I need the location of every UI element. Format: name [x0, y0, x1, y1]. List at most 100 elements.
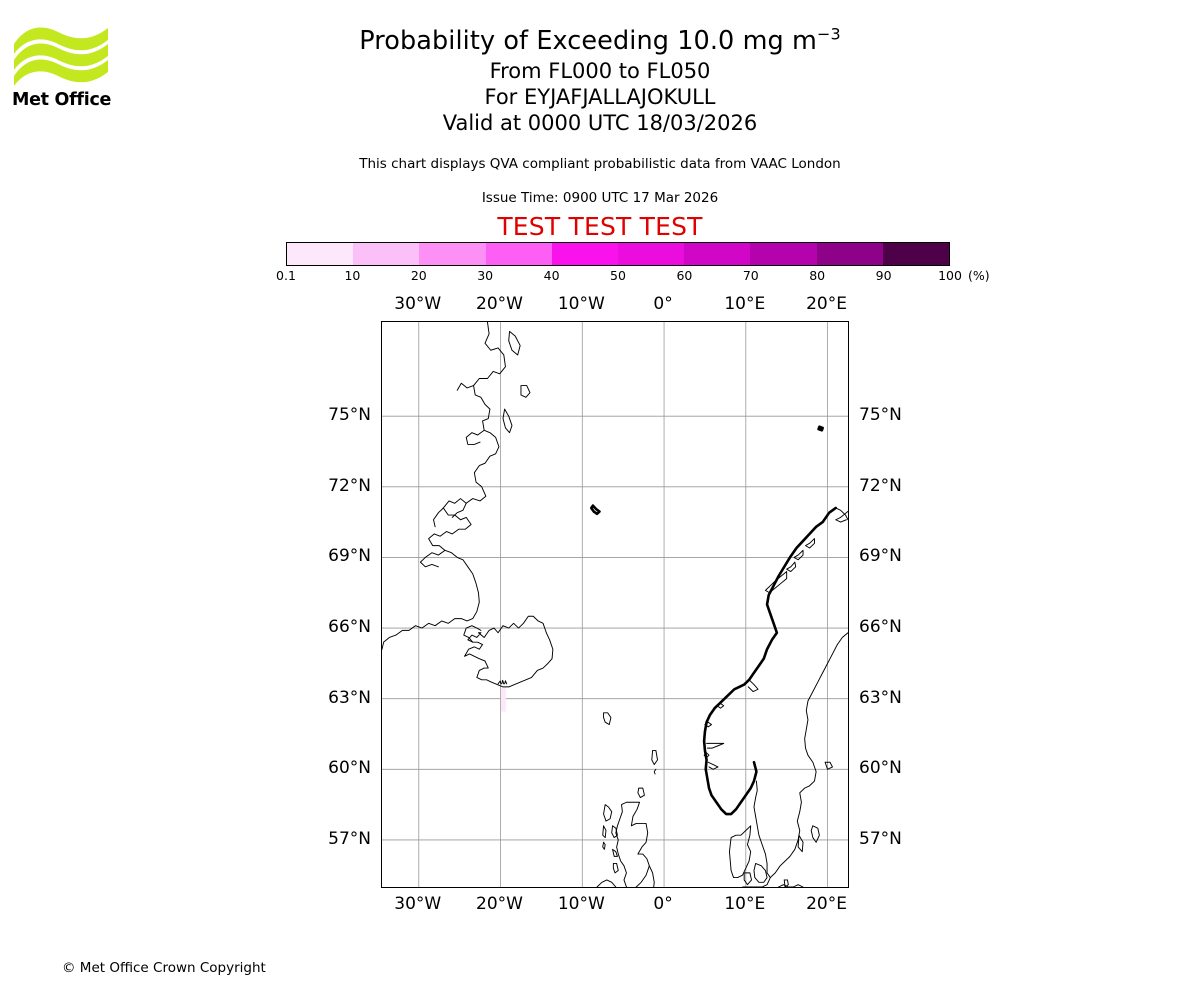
coastline-34 — [743, 872, 753, 886]
map-panel[interactable] — [381, 321, 849, 888]
graticule-grid — [382, 322, 848, 887]
lon-label-top-10°E: 10°E — [724, 294, 766, 314]
coastline-41 — [612, 862, 619, 874]
colorbar-tick-40: 40 — [543, 268, 560, 283]
colorbar-tick-80: 80 — [809, 268, 826, 283]
colorbar-band-0 — [287, 243, 354, 265]
lat-label-left-66°N: 66°N — [328, 617, 371, 638]
lat-label-right-63°N: 63°N — [859, 687, 902, 708]
logo-waves-icon — [14, 27, 108, 86]
coastline-49 — [835, 507, 848, 521]
lon-label-top-10°W: 10°W — [557, 294, 605, 314]
coastline-4 — [465, 429, 485, 445]
coastline-3 — [419, 549, 446, 568]
lon-label-top-30°W: 30°W — [394, 294, 442, 314]
colorbar-tick-90: 90 — [875, 268, 892, 283]
test-banner: TEST TEST TEST — [497, 212, 703, 241]
lon-label-bottom-20°E: 20°E — [806, 894, 847, 914]
colorbar-band-9 — [882, 243, 950, 265]
page-title-exponent: −3 — [816, 24, 841, 44]
colorbar-band-6 — [684, 243, 751, 265]
lon-label-bottom-10°W: 10°W — [557, 894, 605, 914]
coastline-38 — [602, 841, 606, 850]
colorbar-tick-70: 70 — [742, 268, 759, 283]
coastline-23 — [706, 742, 725, 749]
colorbar-band-2 — [419, 243, 486, 265]
lat-label-right-75°N: 75°N — [859, 405, 902, 426]
lat-label-left-57°N: 57°N — [328, 828, 371, 849]
lon-label-bottom-0°: 0° — [653, 894, 673, 914]
colorbar-tick-10: 10 — [344, 268, 361, 283]
coastline-25 — [703, 752, 710, 758]
coastline-29 — [810, 825, 820, 843]
coastline-46 — [596, 879, 617, 887]
coastline-16 — [702, 506, 838, 816]
coastline-14 — [589, 504, 601, 516]
coastline-19 — [793, 549, 804, 561]
logo-wordmark: Met Office — [12, 90, 112, 110]
coastline-37 — [602, 825, 607, 839]
coastline-15 — [817, 425, 824, 432]
coastline-8 — [456, 382, 475, 391]
colorbar-tick-30: 30 — [477, 268, 494, 283]
volcano-name: For EYJAFJALLAJOKULL — [484, 85, 716, 109]
coastline-22 — [747, 679, 759, 693]
map-graphics — [382, 322, 848, 887]
coastline-51 — [778, 884, 804, 887]
coastline-27 — [716, 702, 725, 709]
coastline-2 — [433, 507, 444, 528]
coastline-5 — [502, 408, 513, 434]
coastline-17 — [764, 571, 788, 594]
colorbar-band-3 — [485, 243, 552, 265]
colorbar-band-8 — [816, 243, 883, 265]
lat-label-left-60°N: 60°N — [328, 758, 371, 779]
lat-label-right-72°N: 72°N — [859, 475, 902, 496]
coastline-33 — [753, 862, 768, 883]
coastline-21 — [835, 510, 848, 523]
colorbar-bands — [286, 242, 950, 266]
coastline-35 — [615, 801, 650, 887]
colorbar-tick-50: 50 — [610, 268, 626, 283]
coastline-28 — [753, 632, 848, 879]
coastline-32 — [728, 825, 752, 879]
coastline-24 — [707, 761, 719, 770]
lon-label-top-20°W: 20°W — [476, 294, 524, 314]
colorbar-tick-labels: 0.1 10 20 30 40 50 60 70 80 90 100 — [276, 268, 962, 286]
coastline-11 — [497, 680, 502, 685]
coastline-40 — [612, 848, 618, 857]
lat-label-right-66°N: 66°N — [859, 617, 902, 638]
coastline-39 — [611, 825, 618, 839]
lon-label-bottom-30°W: 30°W — [394, 894, 442, 914]
lon-label-top-0°: 0° — [653, 294, 673, 314]
coastline-7 — [520, 385, 531, 398]
coastline-0 — [382, 322, 506, 650]
lat-label-left-69°N: 69°N — [328, 546, 371, 567]
page-title: Probability of Exceeding 10.0 mg m−3 — [0, 24, 1200, 58]
lat-label-left-75°N: 75°N — [328, 405, 371, 426]
colorbar-band-1 — [353, 243, 420, 265]
lat-label-right-60°N: 60°N — [859, 758, 902, 779]
coastline-20 — [805, 538, 815, 549]
coastline-10 — [463, 625, 482, 643]
colorbar-tick-20: 20 — [410, 268, 427, 283]
colorbar-tick-0.1: 0.1 — [276, 268, 296, 283]
probability-colorbar — [286, 242, 950, 266]
colorbar-tick-60: 60 — [676, 268, 693, 283]
coastline-26 — [704, 721, 712, 728]
coastline-1 — [451, 502, 467, 518]
title-block: Probability of Exceeding 10.0 mg m−3 Fro… — [0, 24, 1200, 136]
colorbar-unit-label: (%) — [968, 268, 990, 283]
coastline-30 — [797, 834, 804, 853]
lat-label-right-69°N: 69°N — [859, 546, 902, 567]
qva-note: This chart displays QVA compliant probab… — [359, 156, 841, 172]
coastlines — [382, 322, 848, 887]
lon-label-top-20°E: 20°E — [806, 294, 847, 314]
coastline-31 — [824, 761, 833, 770]
lon-label-bottom-20°W: 20°W — [476, 894, 524, 914]
lon-label-bottom-10°E: 10°E — [724, 894, 766, 914]
coastline-50 — [742, 877, 771, 887]
coastline-47 — [648, 865, 655, 887]
page-title-text: Probability of Exceeding 10.0 mg m — [359, 26, 817, 56]
lat-label-left-63°N: 63°N — [328, 687, 371, 708]
ash-probability-plume — [500, 688, 506, 712]
